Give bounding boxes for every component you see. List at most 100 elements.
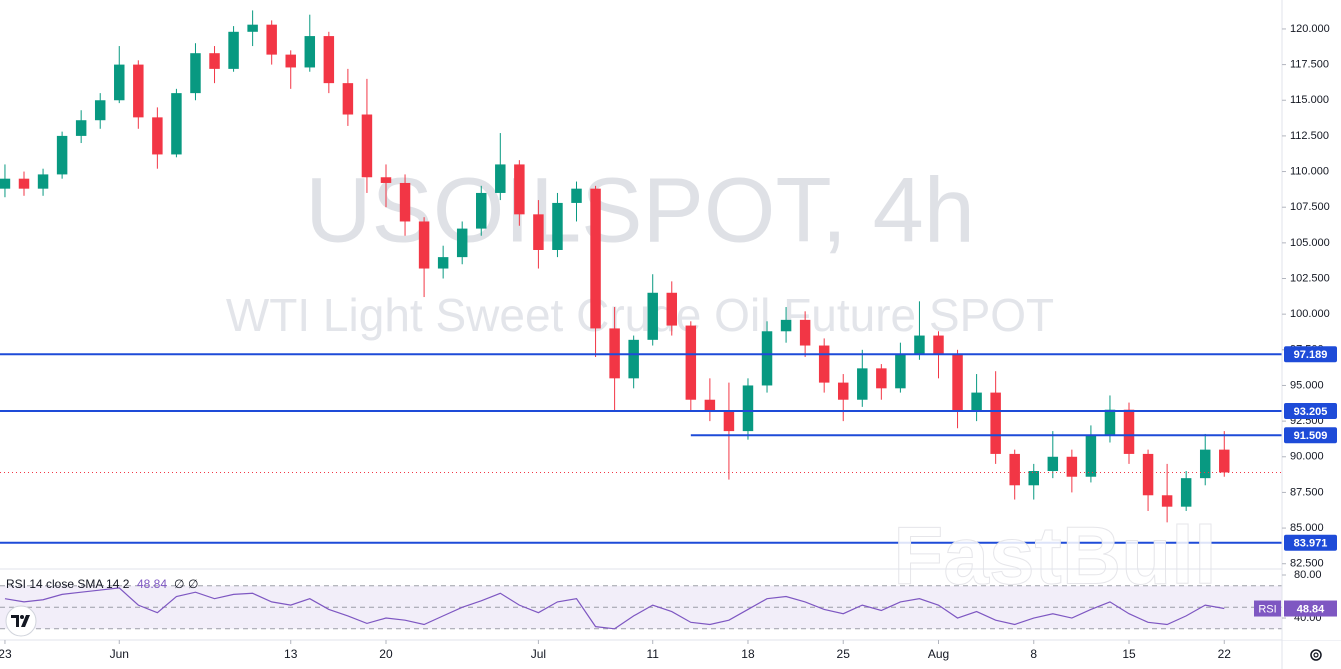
candle-body — [723, 411, 735, 432]
y-tick-label: 85.000 — [1290, 522, 1324, 534]
candle-body — [552, 202, 563, 250]
candle-body — [571, 188, 582, 203]
candle-body — [399, 182, 411, 222]
candle-body — [18, 178, 30, 189]
y-tick-label: 117.500 — [1290, 59, 1329, 71]
candle-body — [56, 135, 68, 175]
rsi-value: 48.84 — [137, 577, 167, 591]
tradingview-logo — [5, 605, 37, 637]
candle-body — [1028, 471, 1039, 486]
level-label-box — [1284, 403, 1337, 420]
candle-body — [37, 174, 49, 189]
candle-body — [990, 392, 1001, 454]
y-tick-label: 120.000 — [1290, 23, 1330, 35]
x-tick-label: 23 — [0, 647, 12, 661]
candle-body — [1199, 449, 1211, 479]
rsi-line — [4, 587, 1225, 630]
candle-body — [799, 319, 811, 346]
level-label: 93.205 — [1294, 406, 1328, 418]
x-tick-label: 11 — [646, 647, 659, 661]
candle-body — [171, 93, 182, 155]
candle-body — [437, 257, 449, 269]
level-label-box — [1284, 534, 1337, 551]
level-label-box — [1284, 427, 1337, 444]
y-tick-label: 82.500 — [1290, 558, 1324, 570]
watermark-subtitle: WTI Light Sweet Crude Oil Future SPOT — [226, 289, 1054, 341]
rsi-value-box — [1284, 600, 1337, 617]
watermark-brand: FastBull — [893, 511, 1216, 602]
x-tick-label: 25 — [837, 647, 851, 661]
candle-body — [190, 53, 201, 94]
candle-body — [1219, 449, 1230, 473]
candle-body — [837, 382, 849, 400]
rsi-na: ∅ — [174, 577, 184, 591]
candle-body — [152, 117, 163, 155]
candle-body — [895, 354, 906, 389]
candle-body — [685, 325, 697, 400]
candle-body — [1123, 409, 1135, 454]
candle-body — [114, 64, 125, 101]
candle-body — [94, 100, 106, 121]
y-tick-label: 107.500 — [1290, 201, 1330, 213]
y-tick-label: 100.000 — [1290, 308, 1330, 320]
x-tick-label: 15 — [1122, 647, 1136, 661]
x-tick-label: 13 — [284, 647, 298, 661]
candle-body — [780, 319, 792, 332]
candle-body — [666, 292, 678, 326]
candle-body — [761, 331, 773, 386]
candle-body — [1085, 435, 1097, 477]
candle-body — [1142, 453, 1154, 496]
x-tick-label: Jul — [531, 647, 546, 661]
watermark-title: USOILSPOT, 4h — [305, 159, 975, 261]
x-tick-label: 8 — [1030, 647, 1037, 661]
rsi-title: RSI 14 close SMA 14 2 — [6, 577, 130, 591]
candle-body — [323, 36, 335, 84]
candle-body — [342, 83, 354, 115]
rsi-name: RSI — [1258, 603, 1276, 615]
level-label: 97.189 — [1294, 349, 1328, 361]
candle-body — [628, 339, 639, 379]
rsi-na: ∅ — [188, 577, 198, 591]
y-tick-label: 87.500 — [1290, 486, 1324, 498]
candle-body — [0, 178, 11, 189]
candle-body — [514, 164, 525, 215]
candle-body — [876, 368, 887, 389]
y-tick-label: 112.500 — [1290, 130, 1329, 142]
y-tick-label: 95.000 — [1290, 379, 1324, 391]
settings-icon[interactable] — [1310, 649, 1322, 661]
y-tick-label: 105.000 — [1290, 237, 1330, 249]
candle-body — [1180, 478, 1192, 507]
candle-body — [857, 368, 868, 400]
candle-body — [647, 292, 658, 340]
candle-body — [742, 385, 754, 432]
y-tick-label: 110.000 — [1290, 165, 1329, 177]
candle-body — [75, 120, 87, 136]
candle-body — [228, 31, 239, 69]
candle-body — [495, 164, 506, 193]
rsi-tick-label: 80.00 — [1294, 569, 1322, 581]
candle-body — [704, 399, 716, 412]
plot-area — [0, 10, 1282, 630]
rsi-value-label: 48.84 — [1297, 603, 1325, 615]
candle-body — [818, 345, 830, 383]
candle-body — [1104, 409, 1116, 436]
candle-body — [380, 177, 392, 183]
candle-body — [1161, 495, 1173, 507]
x-tick-label: 18 — [741, 647, 755, 661]
candle-body — [1009, 453, 1020, 486]
y-tick-label: 115.000 — [1290, 94, 1329, 106]
y-tick-label: 90.000 — [1290, 451, 1324, 463]
candle-body — [533, 214, 544, 250]
axis-layer: 82.50085.00087.50090.00092.50095.00097.5… — [0, 23, 1337, 661]
candle-body — [1066, 456, 1078, 477]
candle-body — [285, 54, 296, 68]
x-tick-label: 22 — [1218, 647, 1232, 661]
candle-body — [418, 221, 430, 269]
candle-body — [952, 354, 963, 412]
y-tick-label: 102.500 — [1290, 272, 1330, 284]
level-label-box — [1284, 346, 1337, 363]
level-label: 91.509 — [1294, 430, 1328, 442]
price-axis — [1282, 0, 1341, 640]
candle-body — [266, 24, 277, 55]
candle-body — [209, 53, 220, 69]
